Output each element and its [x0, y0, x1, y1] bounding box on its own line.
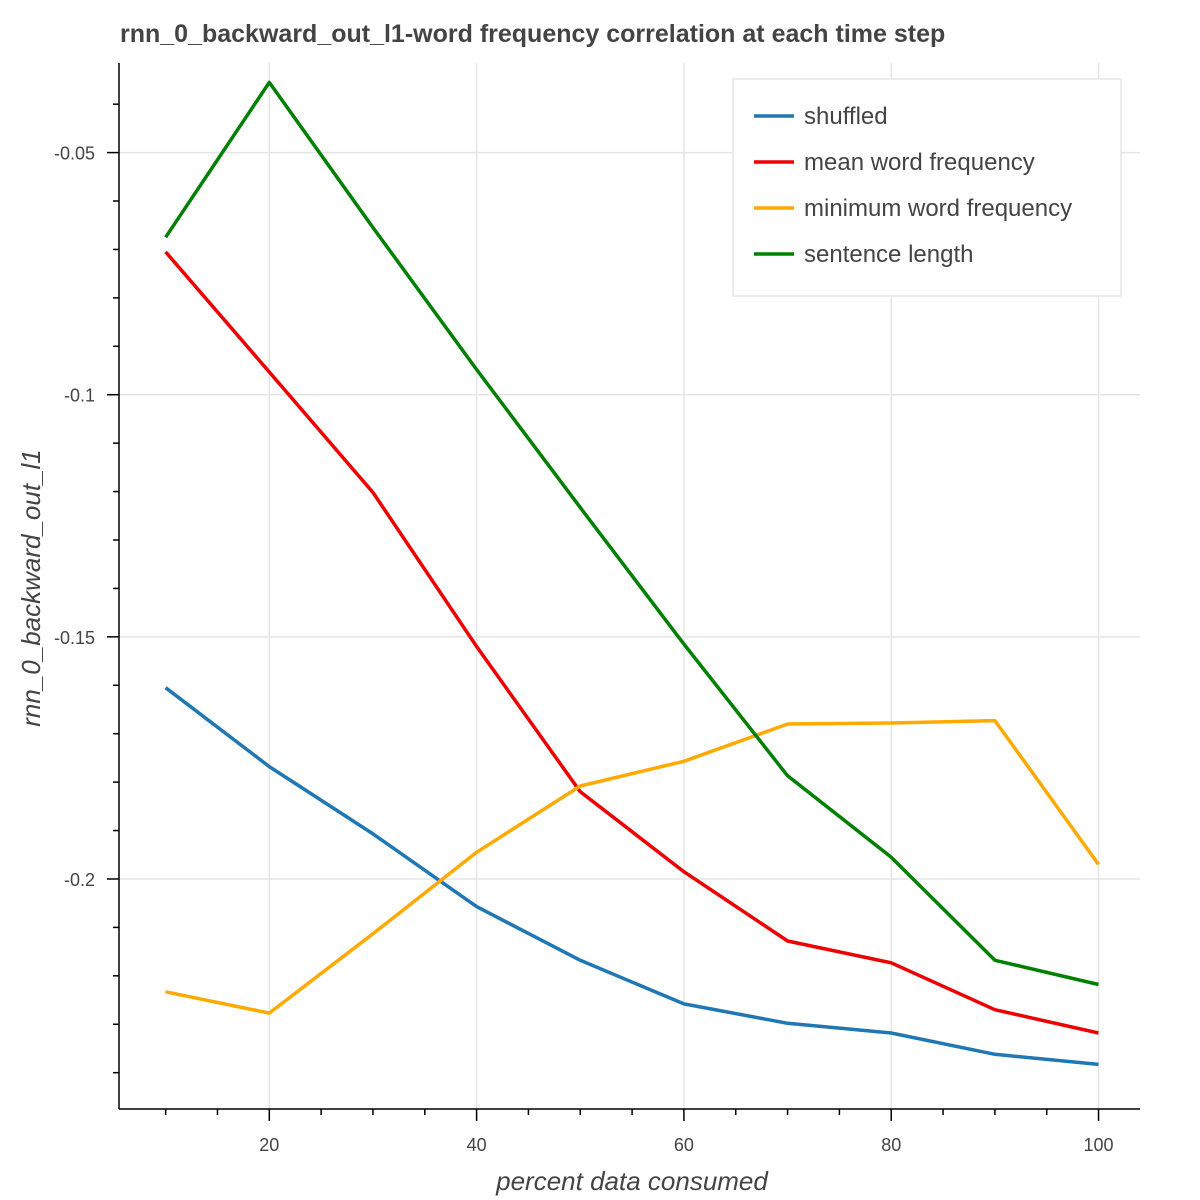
series-line-mean-word-frequency — [164, 250, 1099, 1035]
y-tick-label: -0.15 — [54, 628, 95, 648]
x-tick-label: 100 — [1084, 1135, 1114, 1155]
series-line-sentence-length — [164, 80, 1099, 987]
axes-layer — [107, 63, 1140, 1121]
series-line-shuffled — [164, 686, 1099, 1067]
x-tick-label: 40 — [467, 1135, 487, 1155]
legend-items: shuffled mean word frequency minimum word … — [754, 103, 1072, 268]
x-tick-label: 20 — [259, 1135, 279, 1155]
x-tick-labels: 20 40 60 80 100 — [259, 1135, 1113, 1155]
series-layer — [164, 80, 1100, 1067]
legend: shuffled mean word frequency minimum word … — [732, 78, 1122, 297]
legend-label: shuffled — [804, 103, 888, 130]
y-tick-label: -0.05 — [54, 144, 95, 164]
y-tick-labels: -0.05 -0.1 -0.15 -0.2 — [54, 144, 95, 890]
x-axis-label: percent data consumed — [495, 1166, 769, 1196]
y-axis-label: rnn_0_backward_out_l1 — [16, 449, 46, 727]
legend-label: mean word frequency — [804, 149, 1035, 176]
legend-label: sentence length — [804, 241, 973, 268]
series-line-minimum-word-frequency — [165, 718, 1100, 1015]
y-tick-label: -0.2 — [64, 870, 95, 890]
x-tick-label: 60 — [674, 1135, 694, 1155]
y-tick-label: -0.1 — [64, 386, 95, 406]
x-tick-label: 80 — [881, 1135, 901, 1155]
legend-box — [732, 78, 1122, 297]
legend-label: minimum word frequency — [804, 195, 1072, 222]
chart-title: rnn_0_backward_out_l1-word frequency cor… — [120, 20, 945, 48]
